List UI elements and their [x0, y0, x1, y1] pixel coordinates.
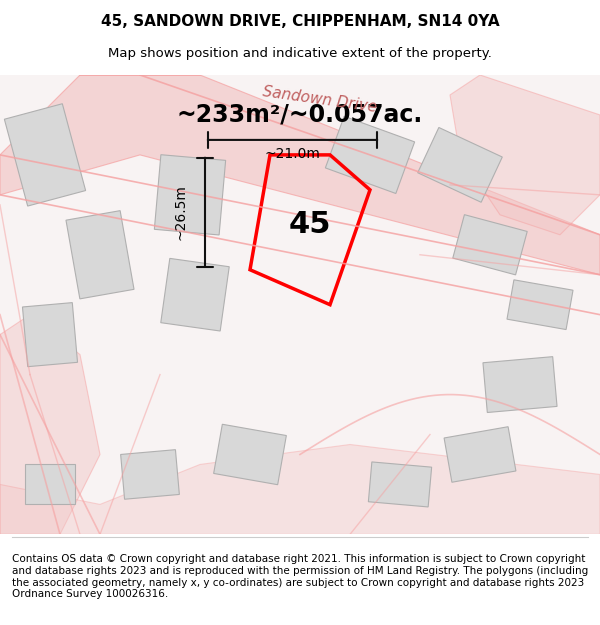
- Text: Map shows position and indicative extent of the property.: Map shows position and indicative extent…: [108, 48, 492, 61]
- Text: ~26.5m: ~26.5m: [173, 184, 187, 240]
- Polygon shape: [66, 211, 134, 299]
- Polygon shape: [418, 127, 502, 202]
- Polygon shape: [0, 75, 600, 275]
- Polygon shape: [368, 462, 431, 507]
- Polygon shape: [25, 464, 75, 504]
- Polygon shape: [444, 427, 516, 483]
- Text: Sandown Drive: Sandown Drive: [262, 84, 378, 116]
- Polygon shape: [121, 449, 179, 499]
- Polygon shape: [22, 302, 77, 367]
- Polygon shape: [325, 116, 415, 194]
- Polygon shape: [450, 75, 600, 235]
- Polygon shape: [154, 155, 226, 235]
- Text: 45: 45: [289, 210, 331, 239]
- Polygon shape: [161, 258, 229, 331]
- Polygon shape: [0, 314, 100, 534]
- Text: Contains OS data © Crown copyright and database right 2021. This information is : Contains OS data © Crown copyright and d…: [12, 554, 588, 599]
- Polygon shape: [4, 104, 86, 206]
- Polygon shape: [483, 357, 557, 412]
- Polygon shape: [0, 444, 600, 534]
- Text: ~21.0m: ~21.0m: [265, 147, 320, 161]
- Polygon shape: [507, 280, 573, 329]
- Polygon shape: [214, 424, 286, 485]
- Text: ~233m²/~0.057ac.: ~233m²/~0.057ac.: [177, 103, 423, 127]
- Text: 45, SANDOWN DRIVE, CHIPPENHAM, SN14 0YA: 45, SANDOWN DRIVE, CHIPPENHAM, SN14 0YA: [101, 14, 499, 29]
- Polygon shape: [453, 214, 527, 275]
